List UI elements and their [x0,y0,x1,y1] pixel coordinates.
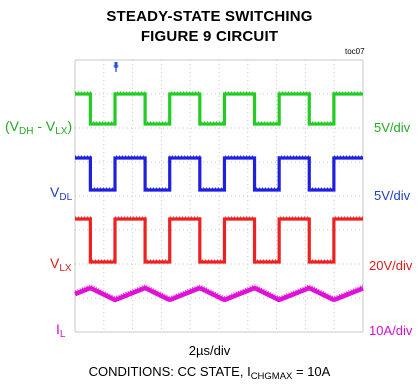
series-trace-noise-0 [75,91,363,123]
trigger-marker-label: T [113,64,119,74]
figure-tag: toc07 [345,47,365,56]
conditions-note: CONDITIONS: CC STATE, ICHGMAX = 10A [88,364,331,382]
channel-label-vdl: VDL [50,184,73,203]
series-trace-noise-2 [75,216,363,261]
series-trace-0 [75,92,363,126]
channel-label-il: IL [56,321,66,340]
channel-label-vdh-vlx: (VDH - VLX) [5,118,73,137]
chart-subtitle: FIGURE 9 CIRCUIT [140,28,279,45]
scale-label-vdh-vlx: 5V/div [374,120,411,135]
series-trace-3 [74,285,364,303]
chart-title: STEADY-STATE SWITCHING [106,8,313,25]
channel-label-vlx: VLX [50,255,72,274]
scale-label-vdl: 5V/div [374,188,411,203]
scale-label-vlx: 20V/div [369,258,413,273]
series-trace-noise-1 [75,155,363,189]
series-trace-1 [75,156,363,192]
scale-label-il: 10A/div [369,323,413,338]
x-axis-label: 2µs/div [188,343,231,358]
